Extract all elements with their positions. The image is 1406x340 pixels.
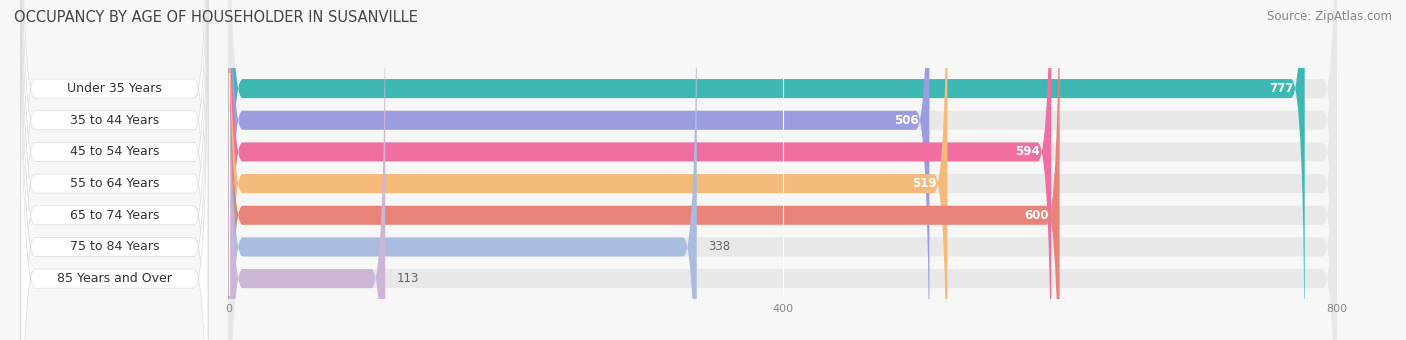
Text: 594: 594 — [1015, 146, 1040, 158]
Text: 65 to 74 Years: 65 to 74 Years — [70, 209, 159, 222]
FancyBboxPatch shape — [229, 0, 1337, 340]
FancyBboxPatch shape — [21, 0, 208, 340]
FancyBboxPatch shape — [229, 0, 948, 340]
Text: 55 to 64 Years: 55 to 64 Years — [70, 177, 159, 190]
FancyBboxPatch shape — [229, 0, 697, 340]
FancyBboxPatch shape — [21, 0, 208, 340]
FancyBboxPatch shape — [229, 0, 1337, 340]
FancyBboxPatch shape — [229, 0, 1337, 340]
Text: 338: 338 — [707, 240, 730, 253]
FancyBboxPatch shape — [21, 0, 208, 340]
Text: 506: 506 — [894, 114, 918, 127]
FancyBboxPatch shape — [21, 0, 208, 340]
Text: 600: 600 — [1024, 209, 1049, 222]
FancyBboxPatch shape — [229, 0, 1337, 340]
FancyBboxPatch shape — [229, 0, 1337, 340]
FancyBboxPatch shape — [229, 0, 1337, 340]
FancyBboxPatch shape — [229, 0, 385, 340]
Text: 35 to 44 Years: 35 to 44 Years — [70, 114, 159, 127]
Text: OCCUPANCY BY AGE OF HOUSEHOLDER IN SUSANVILLE: OCCUPANCY BY AGE OF HOUSEHOLDER IN SUSAN… — [14, 10, 418, 25]
Text: 519: 519 — [911, 177, 936, 190]
FancyBboxPatch shape — [229, 0, 1305, 340]
FancyBboxPatch shape — [21, 0, 208, 340]
FancyBboxPatch shape — [229, 0, 1052, 340]
FancyBboxPatch shape — [21, 0, 208, 340]
Text: 777: 777 — [1270, 82, 1294, 95]
Text: 75 to 84 Years: 75 to 84 Years — [70, 240, 159, 253]
Text: 113: 113 — [396, 272, 419, 285]
Text: Source: ZipAtlas.com: Source: ZipAtlas.com — [1267, 10, 1392, 23]
FancyBboxPatch shape — [229, 0, 1060, 340]
Text: 45 to 54 Years: 45 to 54 Years — [70, 146, 159, 158]
FancyBboxPatch shape — [229, 0, 1337, 340]
Text: 85 Years and Over: 85 Years and Over — [58, 272, 172, 285]
Text: Under 35 Years: Under 35 Years — [67, 82, 162, 95]
FancyBboxPatch shape — [21, 0, 208, 340]
FancyBboxPatch shape — [229, 0, 929, 340]
